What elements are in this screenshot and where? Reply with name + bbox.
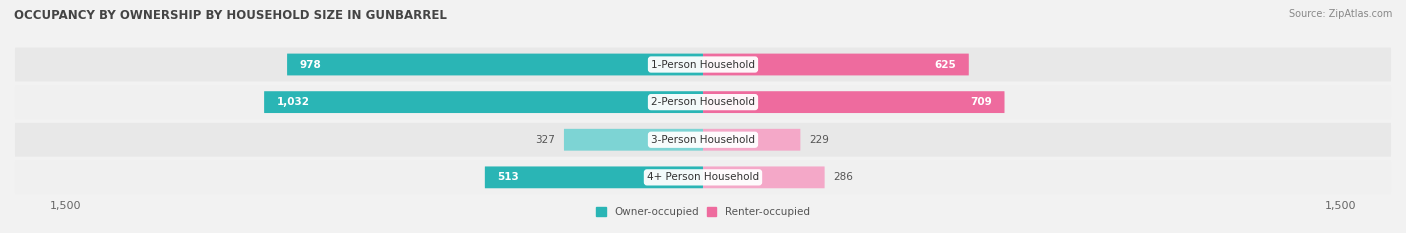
FancyBboxPatch shape [15, 161, 1391, 194]
FancyBboxPatch shape [703, 91, 1004, 113]
Text: 3-Person Household: 3-Person Household [651, 135, 755, 145]
FancyBboxPatch shape [485, 166, 703, 188]
FancyBboxPatch shape [287, 54, 703, 75]
Text: 625: 625 [934, 59, 956, 69]
Text: 286: 286 [834, 172, 853, 182]
Text: 1,032: 1,032 [277, 97, 309, 107]
Text: 978: 978 [299, 59, 322, 69]
FancyBboxPatch shape [264, 91, 703, 113]
Text: 2-Person Household: 2-Person Household [651, 97, 755, 107]
FancyBboxPatch shape [15, 123, 1391, 157]
Text: 513: 513 [498, 172, 519, 182]
Text: OCCUPANCY BY OWNERSHIP BY HOUSEHOLD SIZE IN GUNBARREL: OCCUPANCY BY OWNERSHIP BY HOUSEHOLD SIZE… [14, 9, 447, 22]
FancyBboxPatch shape [15, 85, 1391, 119]
Legend: Owner-occupied, Renter-occupied: Owner-occupied, Renter-occupied [592, 203, 814, 221]
Text: 709: 709 [970, 97, 991, 107]
Text: 1-Person Household: 1-Person Household [651, 59, 755, 69]
FancyBboxPatch shape [703, 166, 825, 188]
FancyBboxPatch shape [564, 129, 703, 151]
Text: 4+ Person Household: 4+ Person Household [647, 172, 759, 182]
Text: Source: ZipAtlas.com: Source: ZipAtlas.com [1288, 9, 1392, 19]
FancyBboxPatch shape [15, 48, 1391, 82]
Text: 229: 229 [808, 135, 828, 145]
Text: 327: 327 [536, 135, 555, 145]
FancyBboxPatch shape [703, 129, 800, 151]
FancyBboxPatch shape [703, 54, 969, 75]
